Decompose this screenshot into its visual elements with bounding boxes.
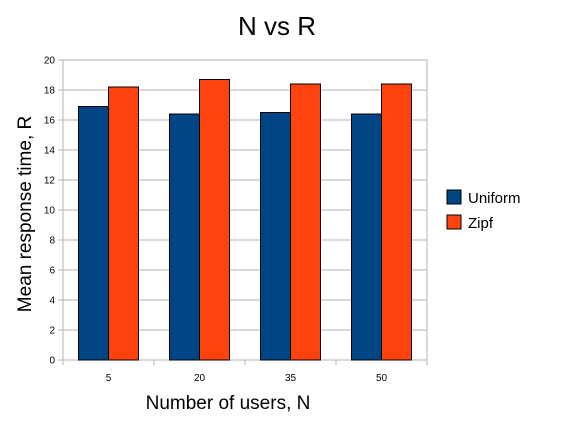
- bar-uniform-50: [351, 113, 382, 361]
- bar-uniform-5: [78, 106, 109, 361]
- x-tick-label: 50: [376, 373, 388, 384]
- bar-zipf-50: [381, 83, 412, 361]
- legend-swatch-zipf: [446, 214, 462, 230]
- y-tick-label: 4: [49, 296, 55, 307]
- x-tick-label: 35: [285, 373, 297, 384]
- y-tick-label: 12: [44, 176, 56, 187]
- legend-label-uniform: Uniform: [468, 190, 521, 207]
- bars: [78, 79, 412, 361]
- x-tick-label: 5: [106, 373, 112, 384]
- y-tick-label: 0: [49, 356, 55, 367]
- bar-zipf-35: [290, 83, 321, 361]
- y-tick-label: 6: [49, 266, 55, 277]
- y-tick-label: 8: [49, 236, 55, 247]
- legend: Uniform Zipf: [446, 189, 521, 232]
- y-axis-ticks: 0 2 4 6 8 10 12 14 16 18 20: [44, 56, 63, 367]
- legend-label-zipf: Zipf: [468, 215, 494, 232]
- bar-uniform-35: [260, 112, 291, 361]
- bar-zipf-5: [108, 86, 139, 361]
- y-tick-label: 18: [44, 86, 56, 97]
- y-axis-title: Mean response time, R: [15, 116, 36, 312]
- x-axis-ticks: 5 20 35 50: [62, 360, 428, 384]
- y-tick-label: 14: [44, 146, 56, 157]
- x-tick-label: 20: [194, 373, 206, 384]
- bar-uniform-20: [169, 113, 200, 361]
- bar-zipf-20: [199, 79, 230, 361]
- y-tick-label: 2: [49, 326, 55, 337]
- y-tick-label: 16: [44, 116, 56, 127]
- legend-swatch-uniform: [446, 189, 462, 205]
- y-tick-label: 10: [44, 206, 56, 217]
- y-tick-label: 20: [44, 56, 56, 67]
- x-axis-title: Number of users, N: [146, 393, 311, 414]
- chart-title: N vs R: [238, 11, 316, 41]
